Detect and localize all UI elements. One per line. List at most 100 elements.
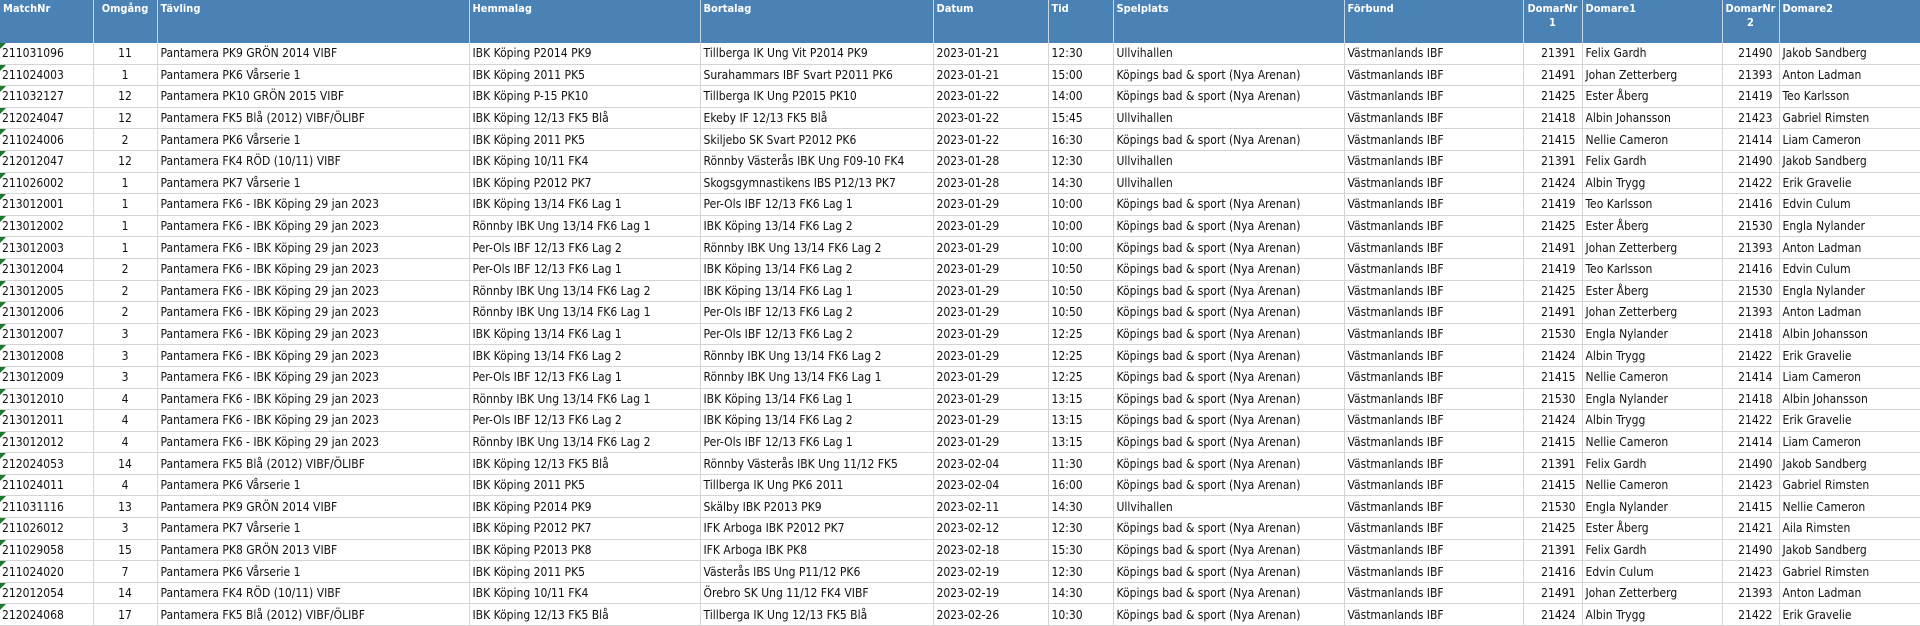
cell-hemmalag[interactable]: IBK Köping P2012 PK7 [469,172,701,195]
col-header-spelplats[interactable]: Spelplats [1113,0,1345,43]
cell-omgang[interactable]: 4 [93,388,158,411]
cell-domarnr1[interactable]: 21415 [1523,474,1583,497]
cell-forbund[interactable]: Västmanlands IBF [1344,107,1524,130]
cell-tavling[interactable]: Pantamera FK6 - IBK Köping 29 jan 2023 [157,344,470,367]
cell-domare2[interactable]: Liam Cameron [1779,366,1920,389]
cell-spelplats[interactable]: Köpings bad & sport (Nya Arenan) [1113,215,1345,238]
cell-forbund[interactable]: Västmanlands IBF [1344,539,1524,562]
cell-bortalag[interactable]: Tillberga IK Ung Vit P2014 PK9 [700,43,934,65]
cell-bortalag[interactable]: Skogsgymnastikens IBS P12/13 PK7 [700,172,934,195]
cell-tavling[interactable]: Pantamera PK6 Vårserie 1 [157,560,470,583]
cell-tavling[interactable]: Pantamera FK6 - IBK Köping 29 jan 2023 [157,323,470,346]
cell-domare1[interactable]: Felix Gardh [1582,43,1723,65]
cell-bortalag[interactable]: Skälby IBK P2013 PK9 [700,495,934,519]
cell-domare2[interactable]: Edvin Culum [1779,193,1920,216]
cell-domare1[interactable]: Teo Karlsson [1582,258,1723,281]
cell-domare2[interactable]: Erik Gravelie [1779,344,1920,367]
cell-hemmalag[interactable]: Rönnby IBK Ung 13/14 FK6 Lag 1 [469,388,701,411]
cell-omgang[interactable]: 1 [93,236,158,259]
cell-forbund[interactable]: Västmanlands IBF [1344,582,1524,605]
cell-domarnr1[interactable]: 21425 [1523,517,1583,540]
cell-bortalag[interactable]: IFK Arboga IBK PK8 [700,539,934,562]
cell-tavling[interactable]: Pantamera FK6 - IBK Köping 29 jan 2023 [157,409,470,432]
cell-domare1[interactable]: Johan Zetterberg [1582,236,1723,259]
col-header-datum[interactable]: Datum [933,0,1049,43]
cell-matchnr[interactable]: 213012010 [0,388,94,411]
cell-domare1[interactable]: Nellie Cameron [1582,431,1723,454]
cell-datum[interactable]: 2023-01-29 [933,215,1049,238]
cell-domarnr2[interactable]: 21414 [1722,366,1780,389]
cell-tid[interactable]: 12:30 [1048,150,1114,173]
cell-omgang[interactable]: 4 [93,474,158,497]
cell-bortalag[interactable]: Per-Ols IBF 12/13 FK6 Lag 1 [700,431,934,454]
cell-tid[interactable]: 13:15 [1048,431,1114,454]
cell-tid[interactable]: 10:00 [1048,193,1114,216]
cell-domarnr1[interactable]: 21530 [1523,495,1583,519]
cell-spelplats[interactable]: Ullvihallen [1113,495,1345,519]
cell-omgang[interactable]: 14 [93,582,158,605]
cell-tid[interactable]: 16:00 [1048,474,1114,497]
cell-spelplats[interactable]: Köpings bad & sport (Nya Arenan) [1113,603,1345,626]
cell-domarnr2[interactable]: 21421 [1722,517,1780,540]
cell-hemmalag[interactable]: IBK Köping 2011 PK5 [469,474,701,497]
cell-datum[interactable]: 2023-01-29 [933,258,1049,281]
cell-datum[interactable]: 2023-01-22 [933,85,1049,108]
cell-bortalag[interactable]: Rönnby Västerås IBK Ung F09-10 FK4 [700,150,934,173]
cell-domarnr1[interactable]: 21391 [1523,150,1583,173]
cell-omgang[interactable]: 14 [93,452,158,475]
cell-tavling[interactable]: Pantamera PK8 GRÖN 2013 VIBF [157,539,470,562]
cell-datum[interactable]: 2023-01-21 [933,43,1049,65]
cell-tid[interactable]: 11:30 [1048,452,1114,475]
cell-domarnr2[interactable]: 21416 [1722,258,1780,281]
cell-datum[interactable]: 2023-02-04 [933,474,1049,497]
cell-spelplats[interactable]: Köpings bad & sport (Nya Arenan) [1113,431,1345,454]
cell-bortalag[interactable]: Rönnby IBK Ung 13/14 FK6 Lag 1 [700,366,934,389]
cell-domare2[interactable]: Gabriel Rimsten [1779,474,1920,497]
cell-domarnr2[interactable]: 21422 [1722,344,1780,367]
cell-omgang[interactable]: 2 [93,280,158,303]
cell-datum[interactable]: 2023-01-29 [933,280,1049,303]
cell-forbund[interactable]: Västmanlands IBF [1344,43,1524,65]
cell-datum[interactable]: 2023-01-29 [933,388,1049,411]
cell-domarnr1[interactable]: 21391 [1523,539,1583,562]
cell-datum[interactable]: 2023-01-28 [933,150,1049,173]
cell-tavling[interactable]: Pantamera PK7 Vårserie 1 [157,517,470,540]
cell-omgang[interactable]: 3 [93,517,158,540]
cell-spelplats[interactable]: Köpings bad & sport (Nya Arenan) [1113,409,1345,432]
cell-omgang[interactable]: 2 [93,128,158,151]
cell-domarnr2[interactable]: 21490 [1722,452,1780,475]
cell-forbund[interactable]: Västmanlands IBF [1344,85,1524,108]
cell-datum[interactable]: 2023-01-21 [933,64,1049,87]
cell-domare1[interactable]: Johan Zetterberg [1582,301,1723,324]
cell-domare1[interactable]: Albin Trygg [1582,344,1723,367]
cell-hemmalag[interactable]: IBK Köping 2011 PK5 [469,64,701,87]
cell-datum[interactable]: 2023-02-12 [933,517,1049,540]
cell-matchnr[interactable]: 211031116 [0,495,94,519]
cell-tavling[interactable]: Pantamera PK6 Vårserie 1 [157,64,470,87]
cell-domarnr1[interactable]: 21425 [1523,215,1583,238]
cell-bortalag[interactable]: Surahammars IBF Svart P2011 PK6 [700,64,934,87]
cell-matchnr[interactable]: 213012006 [0,301,94,324]
cell-forbund[interactable]: Västmanlands IBF [1344,409,1524,432]
cell-tid[interactable]: 13:15 [1048,388,1114,411]
cell-omgang[interactable]: 4 [93,431,158,454]
cell-forbund[interactable]: Västmanlands IBF [1344,64,1524,87]
cell-hemmalag[interactable]: IBK Köping 2011 PK5 [469,128,701,151]
cell-omgang[interactable]: 1 [93,215,158,238]
cell-domarnr2[interactable]: 21530 [1722,215,1780,238]
cell-datum[interactable]: 2023-01-22 [933,128,1049,151]
cell-tavling[interactable]: Pantamera PK9 GRÖN 2014 VIBF [157,43,470,65]
cell-forbund[interactable]: Västmanlands IBF [1344,603,1524,626]
cell-bortalag[interactable]: Tillberga IK Ung PK6 2011 [700,474,934,497]
cell-tid[interactable]: 14:30 [1048,172,1114,195]
cell-datum[interactable]: 2023-01-29 [933,301,1049,324]
cell-tavling[interactable]: Pantamera FK5 Blå (2012) VIBF/ÖLIBF [157,603,470,626]
cell-omgang[interactable]: 13 [93,495,158,519]
cell-omgang[interactable]: 15 [93,539,158,562]
cell-tid[interactable]: 14:30 [1048,495,1114,519]
cell-domarnr1[interactable]: 21491 [1523,301,1583,324]
cell-tid[interactable]: 12:25 [1048,344,1114,367]
cell-bortalag[interactable]: IBK Köping 13/14 FK6 Lag 2 [700,258,934,281]
cell-forbund[interactable]: Västmanlands IBF [1344,128,1524,151]
cell-datum[interactable]: 2023-02-19 [933,560,1049,583]
